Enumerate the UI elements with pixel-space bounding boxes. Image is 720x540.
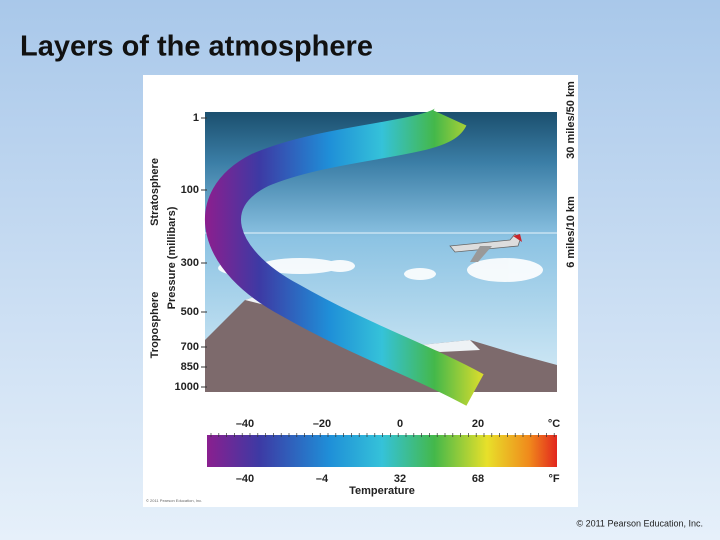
axis-label: Pressure (millibars) [166, 206, 178, 309]
altitude-label: 6 miles/10 km [565, 196, 577, 268]
pressure-tick-label: 500 [181, 306, 199, 318]
pressure-tick-label: 300 [181, 257, 199, 269]
altitude-label: 30 miles/50 km [565, 81, 577, 159]
pressure-tick-label: 700 [181, 341, 199, 353]
celsius-tick-label: –40 [236, 418, 254, 430]
slide-title: Layers of the atmosphere [20, 31, 373, 63]
pressure-ticks: 1 100 300 500 700 850 1000 [175, 112, 207, 393]
airplane [449, 233, 522, 262]
temperature-scale-bar [207, 435, 557, 467]
pressure-tick-label: 1000 [175, 381, 199, 393]
temperature-ticks: –40 –20 0 20 –40 –4 32 68 [210, 418, 555, 485]
unit-label: °F [548, 473, 559, 485]
pressure-tick-label: 100 [181, 184, 199, 196]
figure-credit: © 2011 Pearson Education, Inc. [146, 498, 202, 503]
fahrenheit-tick-label: 32 [394, 473, 406, 485]
fahrenheit-tick-label: 68 [472, 473, 484, 485]
unit-label: °C [548, 418, 560, 430]
temperature-profile-band [205, 106, 484, 406]
fahrenheit-tick-label: –40 [236, 473, 254, 485]
celsius-tick-label: 0 [397, 418, 403, 430]
layer-label: Troposphere [149, 292, 161, 359]
celsius-tick-label: –20 [313, 418, 331, 430]
layer-label: Stratosphere [149, 158, 161, 226]
celsius-tick-label: 20 [472, 418, 484, 430]
footer-credit: © 2011 Pearson Education, Inc. [576, 518, 703, 528]
pressure-tick-label: 850 [181, 361, 199, 373]
pressure-tick-label: 1 [193, 112, 199, 124]
scale-label: Temperature [349, 485, 415, 497]
fahrenheit-tick-label: –4 [316, 473, 329, 485]
